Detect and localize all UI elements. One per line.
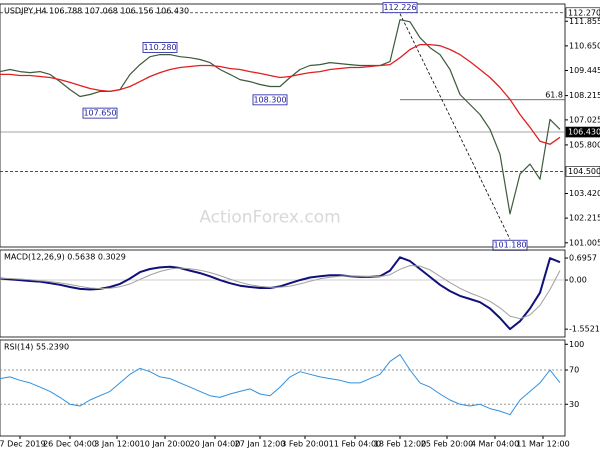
y-tick-label: 108.215	[569, 91, 600, 100]
series-line	[0, 354, 561, 416]
annotation-label: 107.650	[83, 109, 116, 118]
y-tick-label: 110.650	[569, 41, 600, 50]
x-tick-label: 3 Jan 12:00	[94, 440, 140, 449]
x-tick-label: 11 Mar 12:00	[516, 440, 569, 449]
level-label: 104.500	[568, 167, 600, 176]
annotation-label: 108.300	[253, 95, 286, 104]
series-line	[0, 43, 561, 145]
series-line	[0, 19, 561, 215]
level-label: 112.270	[568, 8, 600, 17]
panel-frame	[0, 339, 566, 437]
annotation-label: 110.280	[143, 43, 176, 52]
y-tick-label: 103.420	[569, 189, 600, 198]
x-tick-label: 11 Feb 04:00	[329, 440, 381, 449]
x-tick-label: 4 Mar 04:00	[471, 440, 519, 449]
x-tick-label: 20 Jan 04:00	[190, 440, 241, 449]
y-tick-label: 30	[569, 400, 579, 409]
x-tick-label: 26 Dec 04:00	[43, 440, 97, 449]
fib-label: 61.8	[545, 90, 563, 99]
panel-frame	[0, 3, 566, 248]
trend-line	[399, 13, 511, 240]
y-tick-label: 107.025	[569, 115, 600, 124]
y-tick-label: 105.800	[569, 140, 600, 149]
level-box	[565, 7, 600, 19]
annotation-label: 112.226	[383, 3, 416, 12]
y-tick-label: 0.00	[569, 276, 587, 285]
y-tick-label: -1.5521	[569, 325, 600, 334]
annotation-box	[142, 42, 178, 53]
level-label: 106.430	[568, 128, 600, 137]
x-tick-label: 17 Dec 2019	[0, 440, 46, 449]
series-line	[0, 256, 561, 331]
watermark: ActionForex.com	[199, 208, 340, 228]
panel-frame	[0, 249, 566, 338]
annotation-box	[82, 107, 118, 119]
panel-title: RSI(14) 55.2390	[4, 343, 69, 352]
y-tick-label: 102.215	[569, 214, 600, 223]
y-tick-label: 101.005	[569, 238, 600, 247]
y-tick-label: 70	[569, 366, 579, 375]
annotation-label: 101.180	[493, 241, 526, 250]
panel-title: MACD(12,26,9) 0.5638 0.3029	[4, 253, 126, 262]
annotation-box	[252, 94, 288, 106]
x-tick-label: 27 Jan 12:00	[235, 440, 286, 449]
x-tick-label: 18 Feb 12:00	[374, 440, 426, 449]
panel-title: USDJPY,H4 106.788 107.068 106.156 106.43…	[4, 7, 189, 16]
level-box	[565, 166, 600, 177]
series-line	[0, 265, 561, 320]
x-tick-label: 25 Feb 20:00	[421, 440, 473, 449]
x-tick-label: 3 Feb 20:00	[281, 440, 328, 449]
x-tick-label: 10 Jan 20:00	[140, 440, 191, 449]
y-tick-label: 111.855	[569, 17, 600, 26]
level-box	[565, 126, 600, 138]
y-tick-label: 100	[569, 340, 584, 349]
y-tick-label: 0.6957	[569, 254, 597, 263]
annotation-box	[382, 2, 418, 14]
y-tick-label: 109.445	[569, 66, 600, 75]
